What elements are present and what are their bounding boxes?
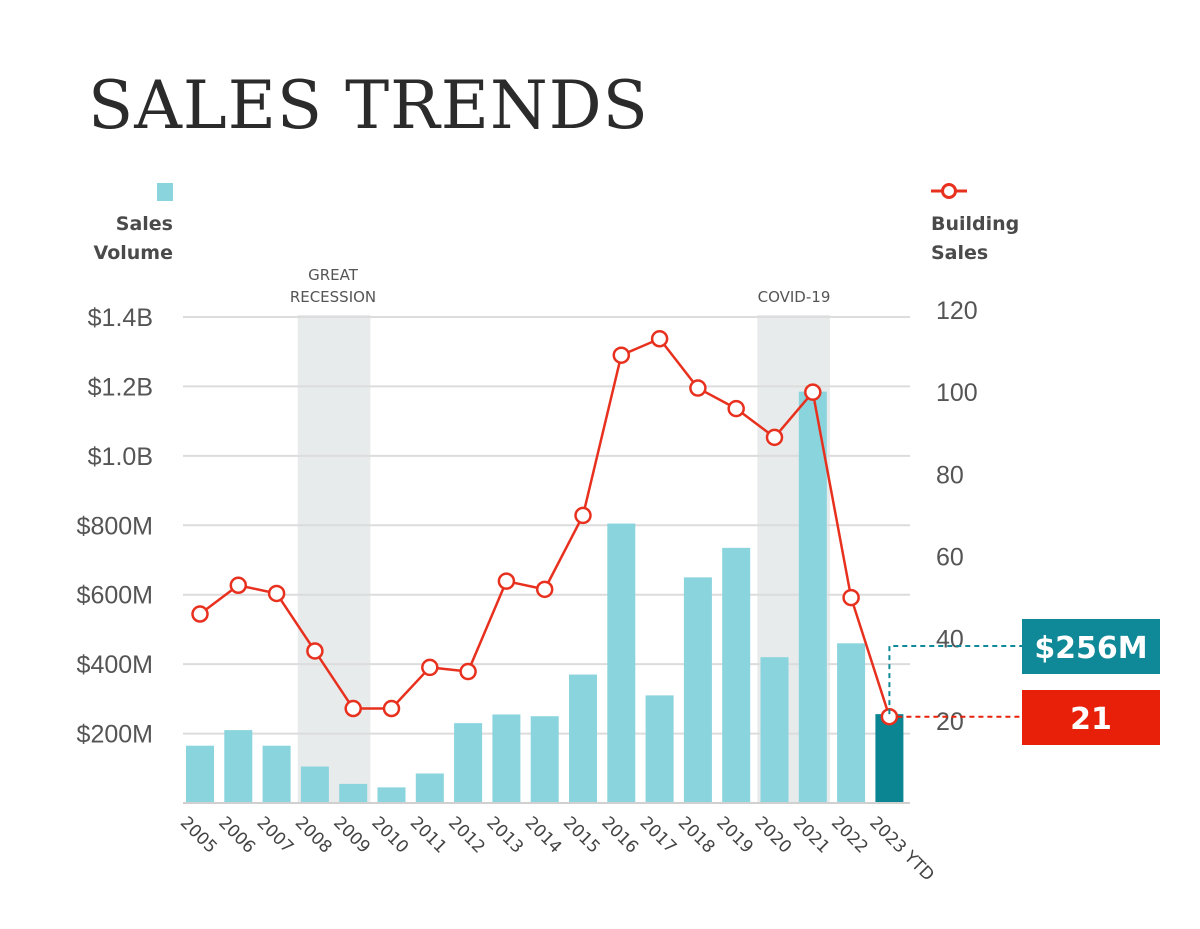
point-2020 bbox=[765, 428, 784, 447]
x-label-2021: 2021 bbox=[789, 813, 834, 858]
legend-sales-volume-label-2: Volume bbox=[94, 242, 173, 264]
legend-building-sales: Building Sales bbox=[931, 183, 1019, 264]
point-2011 bbox=[421, 658, 439, 677]
bar-2017 bbox=[645, 695, 674, 803]
shaded-period-band bbox=[297, 315, 371, 803]
x-label-2008: 2008 bbox=[291, 813, 336, 858]
point-2016 bbox=[612, 346, 631, 364]
x-label-2019: 2019 bbox=[712, 813, 757, 858]
point-2005 bbox=[191, 605, 209, 623]
x-label-2007: 2007 bbox=[253, 813, 298, 858]
point-2022 bbox=[842, 588, 860, 607]
bar-2013 bbox=[492, 714, 521, 803]
bar-2020 bbox=[760, 657, 789, 803]
x-label-2010: 2010 bbox=[367, 813, 412, 858]
left-axis-ticks: $200M $400M $600M $800M $1.0B $1.2B $1.4B bbox=[77, 304, 153, 749]
x-label-2014: 2014 bbox=[521, 813, 566, 858]
right-tick-label: 40 bbox=[936, 626, 964, 654]
point-2009 bbox=[344, 699, 362, 718]
point-2012 bbox=[459, 662, 477, 681]
point-2018 bbox=[689, 379, 707, 397]
right-tick-label: 20 bbox=[936, 708, 964, 736]
left-tick-label: $1.4B bbox=[88, 304, 153, 332]
right-tick-label: 100 bbox=[936, 379, 978, 407]
building-sales-line bbox=[191, 330, 899, 726]
callout-building-sales-box bbox=[1022, 690, 1160, 745]
gridlines bbox=[183, 316, 910, 735]
bar-2016 bbox=[607, 523, 636, 803]
bar-2022 bbox=[837, 643, 866, 803]
x-label-2016: 2016 bbox=[597, 813, 642, 858]
left-tick-label: $400M bbox=[77, 651, 153, 679]
point-2008 bbox=[306, 642, 324, 660]
x-label-2011: 2011 bbox=[406, 813, 451, 858]
right-tick-label: 120 bbox=[936, 297, 978, 325]
legend-sales-volume-label-1: Sales bbox=[116, 213, 173, 235]
point-2010 bbox=[382, 699, 401, 718]
square-swatch-icon bbox=[157, 183, 173, 201]
right-tick-label: 80 bbox=[936, 461, 964, 489]
x-label-2023-ytd: 2023 YTD bbox=[865, 813, 938, 886]
x-label-2022: 2022 bbox=[827, 813, 872, 858]
left-tick-label: $1.0B bbox=[88, 443, 153, 471]
x-label-2015: 2015 bbox=[559, 813, 604, 858]
left-tick-label: $600M bbox=[77, 582, 153, 610]
bar-2012 bbox=[454, 723, 483, 803]
bar-2018 bbox=[683, 577, 712, 803]
legend-sales-volume: Sales Volume bbox=[94, 183, 173, 264]
covid-label: COVID-19 bbox=[758, 288, 831, 306]
recession-label-2: RECESSION bbox=[290, 288, 376, 306]
x-label-2020: 2020 bbox=[750, 813, 795, 858]
callout-connectors bbox=[888, 645, 1022, 718]
circle-marker-icon bbox=[941, 183, 957, 199]
x-label-2017: 2017 bbox=[636, 813, 681, 858]
bar-2006 bbox=[224, 730, 253, 803]
bar-2015 bbox=[569, 674, 597, 803]
point-2014 bbox=[535, 580, 554, 599]
callout-sales-volume-box bbox=[1022, 619, 1160, 674]
bar-2005 bbox=[186, 745, 214, 803]
point-2013 bbox=[497, 572, 516, 590]
point-2007 bbox=[267, 584, 286, 603]
callout-sales-volume-value: $256M bbox=[1034, 631, 1147, 666]
x-label-2013: 2013 bbox=[482, 813, 527, 858]
legend-building-sales-label-2: Sales bbox=[931, 242, 988, 264]
x-label-2012: 2012 bbox=[444, 813, 489, 858]
bar-2019 bbox=[722, 547, 751, 803]
left-tick-label: $200M bbox=[77, 721, 153, 749]
callout-sales-volume: $256M bbox=[1022, 619, 1160, 674]
point-2017 bbox=[650, 330, 669, 348]
right-tick-label: 60 bbox=[936, 544, 964, 572]
bar-2008 bbox=[300, 766, 329, 803]
callout-building-sales-value: 21 bbox=[1070, 702, 1112, 737]
sales-volume-bars bbox=[186, 391, 904, 803]
bar-2014 bbox=[530, 716, 559, 803]
bar-2007 bbox=[262, 745, 291, 803]
x-label-2006: 2006 bbox=[214, 813, 259, 858]
x-label-2005: 2005 bbox=[176, 813, 221, 858]
callout-sales-volume-connector bbox=[888, 645, 1022, 715]
x-label-2009: 2009 bbox=[329, 813, 374, 858]
left-tick-label: $800M bbox=[77, 512, 153, 540]
bar-2021 bbox=[798, 391, 827, 803]
x-axis-labels: 2005200620072008200920102011201220132014… bbox=[176, 813, 938, 886]
point-2021 bbox=[804, 383, 822, 401]
point-2006 bbox=[229, 576, 248, 595]
bar-2010 bbox=[377, 787, 406, 803]
point-2019 bbox=[727, 399, 745, 418]
point-2015 bbox=[574, 506, 592, 525]
chart-title: SALES TRENDS bbox=[88, 67, 649, 144]
bar-2023-ytd bbox=[875, 714, 904, 803]
x-label-2018: 2018 bbox=[674, 813, 719, 858]
bar-2011 bbox=[415, 773, 444, 803]
bar-2009 bbox=[339, 783, 368, 803]
recession-label-1: GREAT bbox=[308, 266, 359, 284]
left-tick-label: $1.2B bbox=[88, 373, 153, 401]
right-axis-ticks: 20 40 60 80 100 120 bbox=[936, 297, 978, 736]
callout-building-sales: 21 bbox=[1022, 690, 1160, 745]
legend-building-sales-label-1: Building bbox=[931, 213, 1019, 235]
